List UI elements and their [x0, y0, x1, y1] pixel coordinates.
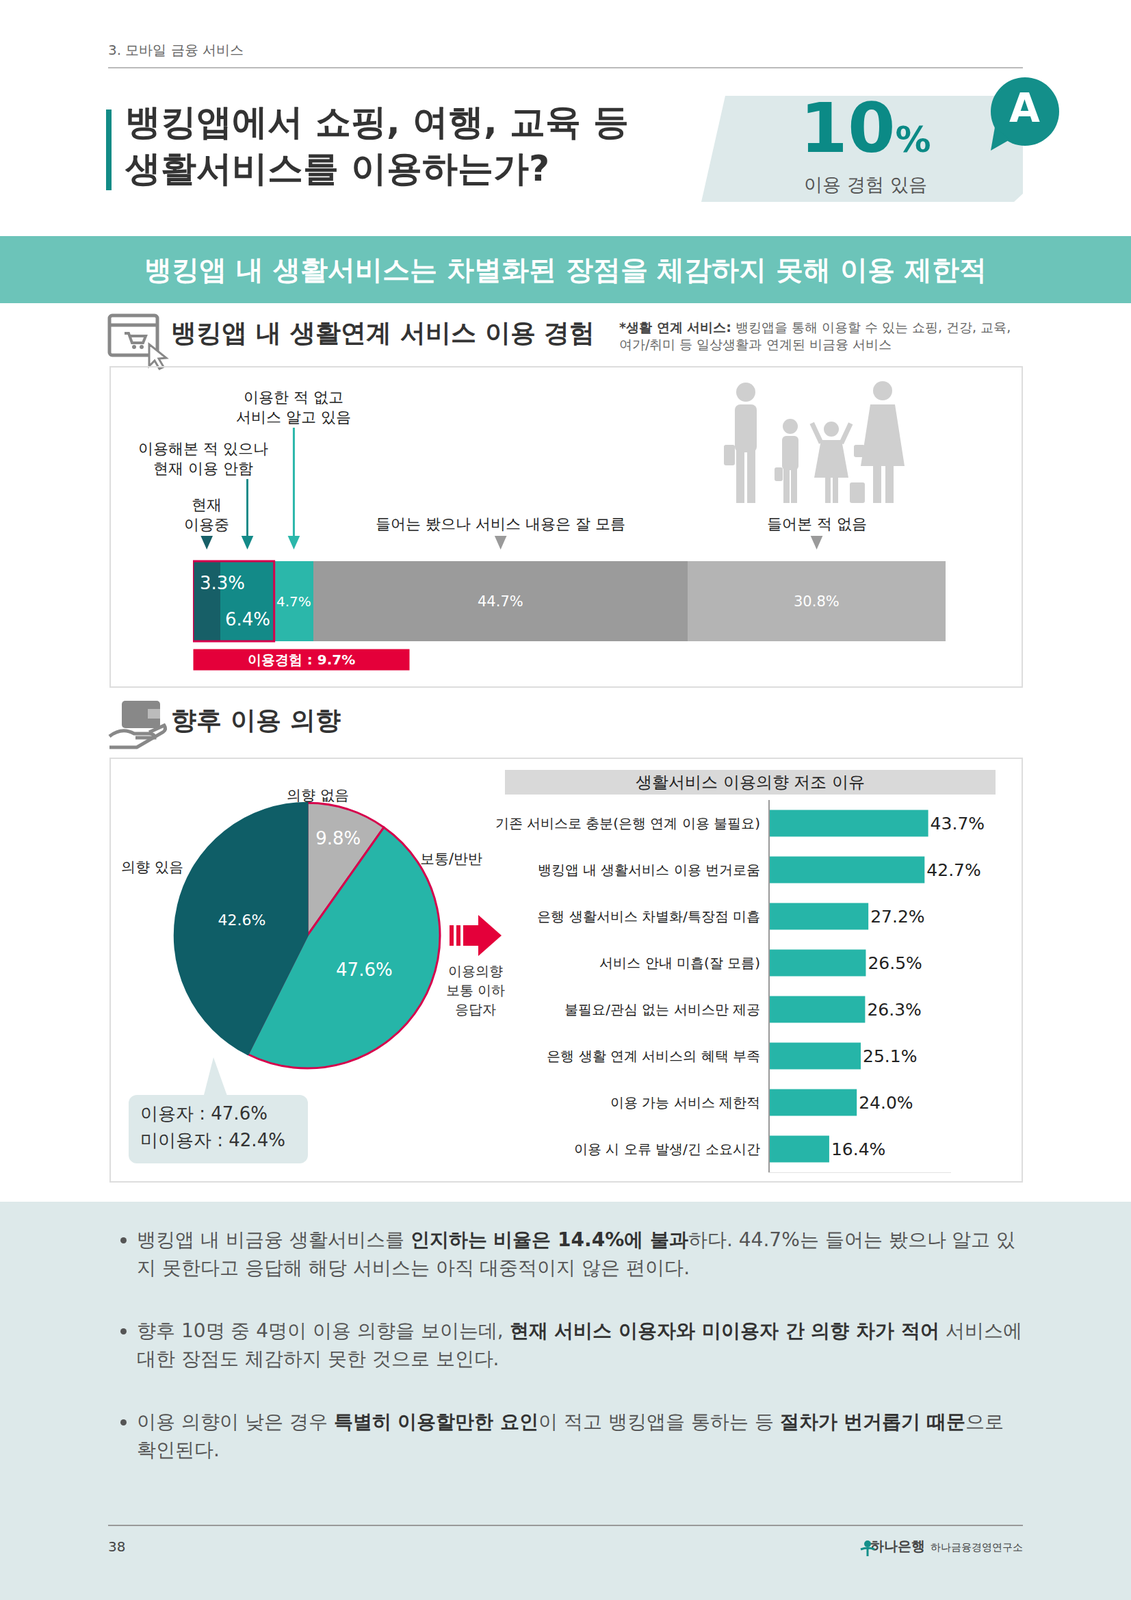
svg-text:26.3%: 26.3%	[866, 999, 921, 1020]
svg-text:47.6%: 47.6%	[335, 959, 393, 980]
html-text:뱅킹앱 내 생활서비스는 차별화된 장점을 체감하지 못해: 뱅킹앱 내 생활서비스는 차별화된 장점을 체감하지 못해 이용 제한적	[144, 253, 987, 286]
html-text:이용 경험 있음: 이용 경험 있음	[804, 173, 927, 195]
html-text:뱅킹앱 내 생활연계 서비스 이용 경험: 뱅킹앱 내 생활연계 서비스 이용 경험	[171, 318, 595, 348]
svg-text:현재이용중: 현재이용중	[184, 496, 230, 533]
html-text:A: A	[1009, 84, 1040, 132]
svg-text:27.2%: 27.2%	[870, 906, 925, 927]
svg-text:이용해본 적 있으나현재 이용 안함: 이용해본 적 있으나현재 이용 안함	[138, 439, 269, 477]
html-text:향후 이용 의향: 향후 이용 의향	[171, 705, 341, 735]
svg-text:보통/반반: 보통/반반	[420, 850, 483, 867]
svg-text:25.1%: 25.1%	[862, 1046, 917, 1066]
html-text:*생활 연계 서비스:뱅킹앱을 통해 이용할 수 있는 쇼핑: *생활 연계 서비스:뱅킹앱을 통해 이용할 수 있는 쇼핑, 건강, 교육, …	[619, 319, 1011, 352]
svg-text:기존 서비스로 충분(은행 연계 이용 불필요): 기존 서비스로 충분(은행 연계 이용 불필요)	[495, 814, 761, 832]
html-text:이용의향 보통 이하 응답자: 이용의향 보통 이하 응답자	[445, 962, 506, 1018]
html-text:이용자 : 47.6%: 이용자 : 47.6%	[140, 1102, 268, 1124]
svg-text:4.7%: 4.7%	[276, 593, 312, 610]
svg-text:의향 없음: 의향 없음	[286, 786, 349, 804]
svg-text:이용경험 : 9.7%: 이용경험 : 9.7%	[247, 651, 356, 668]
svg-text:24.0%: 24.0%	[858, 1092, 913, 1113]
svg-text:43.7%: 43.7%	[930, 813, 985, 834]
svg-text:이용한 적 없고서비스 알고 있음: 이용한 적 없고서비스 알고 있음	[236, 388, 351, 426]
svg-text:16.4%: 16.4%	[831, 1139, 886, 1160]
svg-text:26.5%: 26.5%	[867, 953, 922, 973]
html-text:3. 모바일 금융 서비스: 3. 모바일 금융 서비스	[108, 41, 244, 59]
html-text:하나은행 하나금융경영연구소: 하나은행 하나금융경영연구소	[870, 1537, 1023, 1554]
svg-text:은행 생활서비스 차별화/특장점 미흡: 은행 생활서비스 차별화/특장점 미흡	[537, 907, 761, 925]
svg-text:의향 있음: 의향 있음	[121, 858, 184, 876]
svg-text:30.8%: 30.8%	[793, 593, 840, 610]
html-text:38: 38	[108, 1538, 126, 1555]
svg-text:들어본 적 없음: 들어본 적 없음	[767, 515, 867, 533]
svg-text:들어는 봤으나 서비스 내용은 잘 모름: 들어는 봤으나 서비스 내용은 잘 모름	[375, 515, 626, 533]
svg-text:44.7%: 44.7%	[477, 593, 524, 610]
svg-text:9.8%: 9.8%	[315, 827, 361, 849]
html-text:생활서비스 이용의향 저조 이유: 생활서비스 이용의향 저조 이유	[635, 772, 865, 792]
svg-text:서비스 안내 미흡(잘 모름): 서비스 안내 미흡(잘 모름)	[599, 954, 761, 971]
svg-text:6.4%: 6.4%	[225, 608, 271, 630]
html-text:10%: 10%	[800, 88, 931, 169]
html-text:뱅킹앱에서 쇼핑, 여행, 교육 등 생활서비스를 이용하는: 뱅킹앱에서 쇼핑, 여행, 교육 등 생활서비스를 이용하는가?	[125, 101, 629, 189]
svg-text:은행 생활 연계 서비스의 혜택 부족: 은행 생활 연계 서비스의 혜택 부족	[546, 1047, 761, 1064]
svg-text:뱅킹앱 내 생활서비스 이용 번거로움: 뱅킹앱 내 생활서비스 이용 번거로움	[537, 861, 761, 878]
svg-text:42.6%: 42.6%	[218, 911, 267, 929]
svg-text:이용 시 오류 발생/긴 소요시간: 이용 시 오류 발생/긴 소요시간	[574, 1140, 761, 1157]
html-text:미이용자 : 42.4%: 미이용자 : 42.4%	[140, 1129, 286, 1151]
html-text:이용 의향이 낮은 경우특별히 이용할만한 요인이 적고 뱅: 이용 의향이 낮은 경우특별히 이용할만한 요인이 적고 뱅킹앱을 통하는 등절…	[136, 1410, 1004, 1461]
svg-text:3.3%: 3.3%	[199, 572, 245, 594]
svg-text:이용 가능 서비스 제한적: 이용 가능 서비스 제한적	[610, 1094, 761, 1111]
svg-text:불필요/관심 없는 서비스만 제공: 불필요/관심 없는 서비스만 제공	[564, 1001, 761, 1018]
html-text:뱅킹앱 내 비금융 생활서비스를인지하는 비율은 14.4%: 뱅킹앱 내 비금융 생활서비스를인지하는 비율은 14.4%에 불과하다. 44…	[136, 1228, 1016, 1279]
html-text:향후 10명 중 4명이 이용 의향을 보이는데,현재 서비: 향후 10명 중 4명이 이용 의향을 보이는데,현재 서비스 이용자와 미이용…	[136, 1319, 1023, 1370]
svg-text:42.7%: 42.7%	[926, 860, 981, 880]
